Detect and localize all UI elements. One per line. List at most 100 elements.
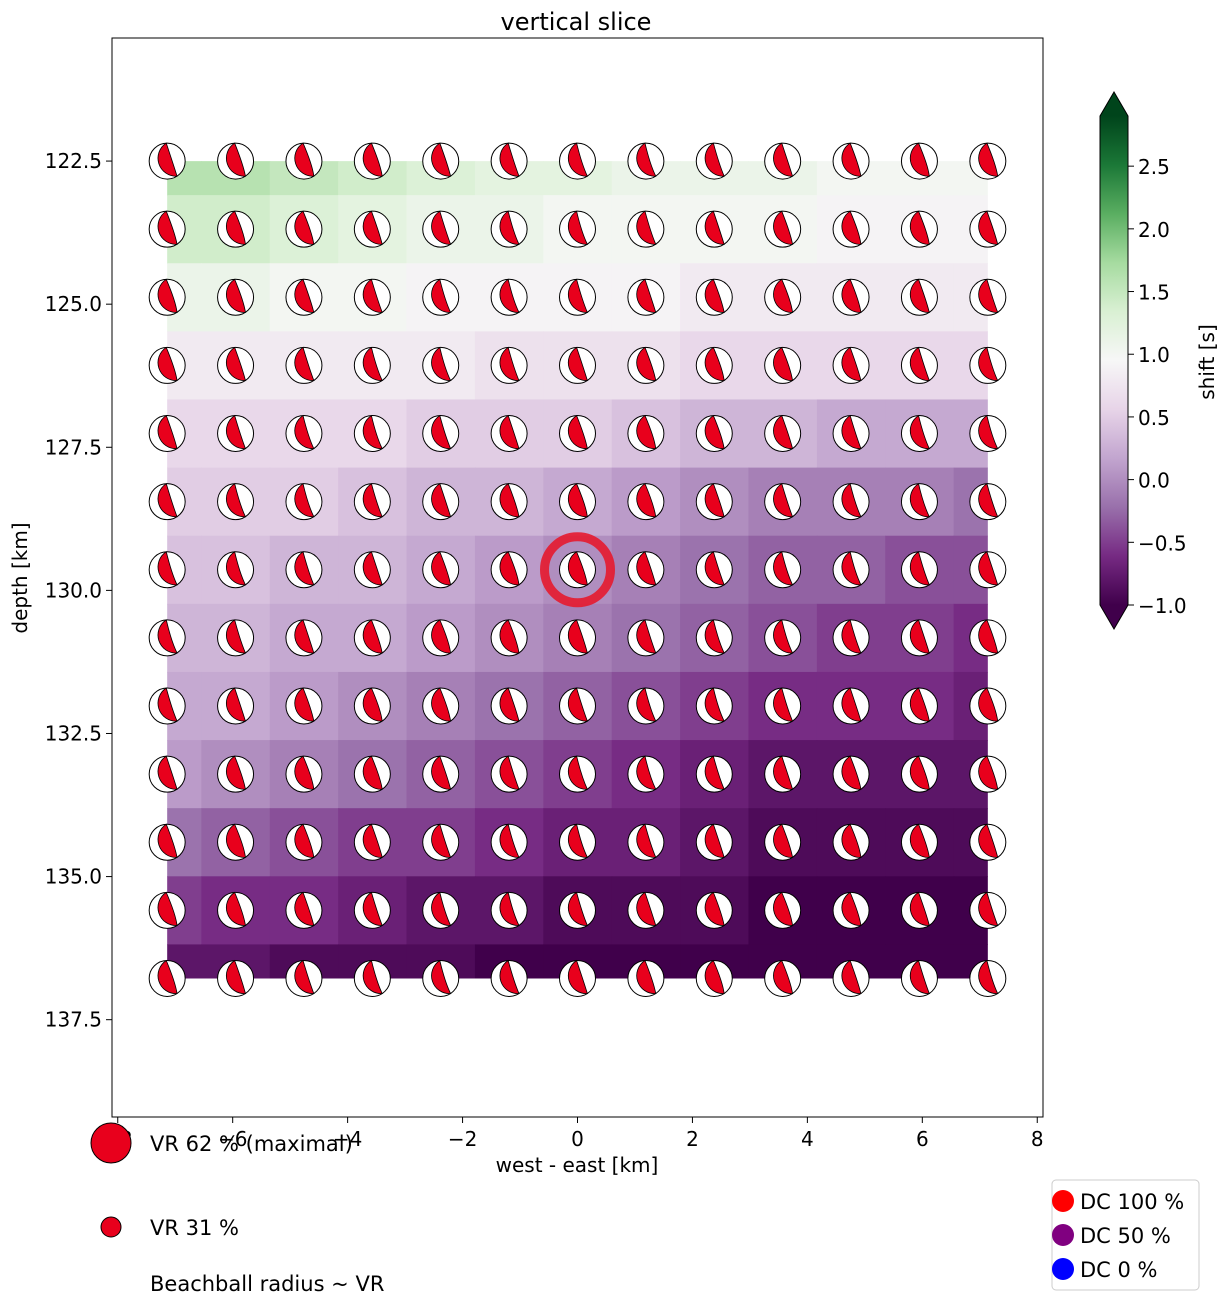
y-tick-label: 122.5 — [45, 149, 102, 173]
colorbar-tick-label: 2.5 — [1138, 155, 1170, 179]
beachball — [148, 346, 186, 384]
colorbar-gradient — [1100, 116, 1128, 605]
beachball — [832, 346, 870, 384]
dc-legend-label: DC 0 % — [1080, 1258, 1158, 1282]
beachball — [148, 619, 186, 657]
beachball — [832, 551, 870, 589]
beachball — [490, 210, 528, 248]
beachball — [490, 414, 528, 453]
beachball — [900, 823, 938, 861]
beachball — [217, 891, 255, 929]
beachball — [559, 278, 596, 316]
beachball — [832, 687, 870, 725]
colorbar-tick-label: 0.0 — [1138, 469, 1170, 493]
dc-legend: DC 100 % DC 50 % DC 0 % — [1051, 1179, 1200, 1291]
legend-marker-vr-max — [90, 1122, 132, 1164]
beachball — [969, 414, 1007, 453]
beachball — [217, 210, 255, 248]
beachball — [900, 414, 938, 453]
beachball — [422, 687, 460, 725]
beachball — [490, 823, 528, 861]
beachball — [217, 619, 255, 657]
beachball — [559, 619, 596, 657]
beachball — [764, 142, 802, 180]
y-axis-label: depth [km] — [8, 522, 32, 633]
beachball — [832, 483, 870, 521]
beachball — [969, 278, 1007, 316]
beachball — [353, 414, 391, 453]
vr-legend-label: VR 62 % (maximal) — [150, 1132, 353, 1156]
beachball — [490, 891, 528, 929]
beachball — [490, 959, 528, 997]
beachball — [695, 959, 733, 997]
colorbar-tick-label: 1.5 — [1138, 281, 1170, 305]
beachball — [217, 414, 255, 453]
beachball — [353, 278, 391, 316]
best-solution-marker — [540, 532, 615, 608]
dc-legend-marker — [1052, 1224, 1074, 1246]
beachball — [627, 346, 665, 384]
beachball — [148, 959, 186, 997]
beachball — [422, 959, 460, 997]
beachball — [217, 142, 255, 180]
y-tick-label: 125.0 — [45, 292, 102, 316]
beachball — [969, 346, 1007, 384]
x-tick-label: −4 — [333, 1127, 362, 1151]
beachball — [695, 687, 733, 725]
beachball — [764, 414, 802, 453]
beachball — [969, 210, 1007, 248]
beachball — [353, 823, 391, 861]
chart-title: vertical slice — [501, 8, 652, 36]
beachball — [627, 278, 665, 316]
colorbar-tick-label: −1.0 — [1138, 594, 1187, 618]
beachball — [627, 414, 665, 453]
beachball — [627, 959, 665, 997]
beachball — [764, 210, 802, 248]
beachball — [148, 210, 186, 248]
beachball — [695, 823, 733, 861]
beachball — [695, 551, 733, 589]
beachball — [217, 551, 255, 589]
beachball — [900, 278, 938, 316]
beachball — [217, 278, 255, 316]
beachball — [353, 142, 391, 180]
beachball — [490, 619, 528, 657]
beachball — [900, 142, 938, 180]
beachball — [559, 891, 596, 929]
colorbar: −1.0 −0.5 0.0 0.5 1.0 1.5 2.0 2.5 — [1099, 91, 1187, 630]
beachball — [353, 551, 391, 589]
beachball — [285, 687, 323, 725]
beachball — [969, 755, 1007, 793]
vr-legend: VR 62 % (maximal) VR 31 % Beachball radius… — [90, 1122, 384, 1296]
beachball — [832, 891, 870, 929]
beachball — [422, 619, 460, 657]
beachball — [764, 551, 802, 589]
beachball — [627, 483, 665, 521]
beachball — [900, 551, 938, 589]
beachball — [559, 142, 596, 180]
y-tick-label: 130.0 — [45, 578, 102, 602]
beachball — [217, 346, 255, 384]
beachball — [695, 278, 733, 316]
beachball — [148, 142, 186, 180]
dc-legend-marker — [1052, 1258, 1074, 1280]
beachball — [285, 823, 323, 861]
beachball — [559, 755, 596, 793]
beachball — [764, 755, 802, 793]
legend-marker-vr-half — [100, 1216, 122, 1238]
beachball — [832, 278, 870, 316]
beachball — [217, 959, 255, 997]
beachball — [969, 142, 1007, 180]
beachball — [832, 755, 870, 793]
beachball — [559, 551, 596, 589]
beachball — [900, 346, 938, 384]
vr-legend-label: Beachball radius ~ VR — [150, 1272, 384, 1296]
beachball — [627, 551, 665, 589]
beachball — [764, 483, 802, 521]
beachball — [148, 823, 186, 861]
beachball — [490, 551, 528, 589]
beachball — [695, 210, 733, 248]
colorbar-extend-min — [1100, 605, 1128, 629]
beachball — [217, 687, 255, 725]
